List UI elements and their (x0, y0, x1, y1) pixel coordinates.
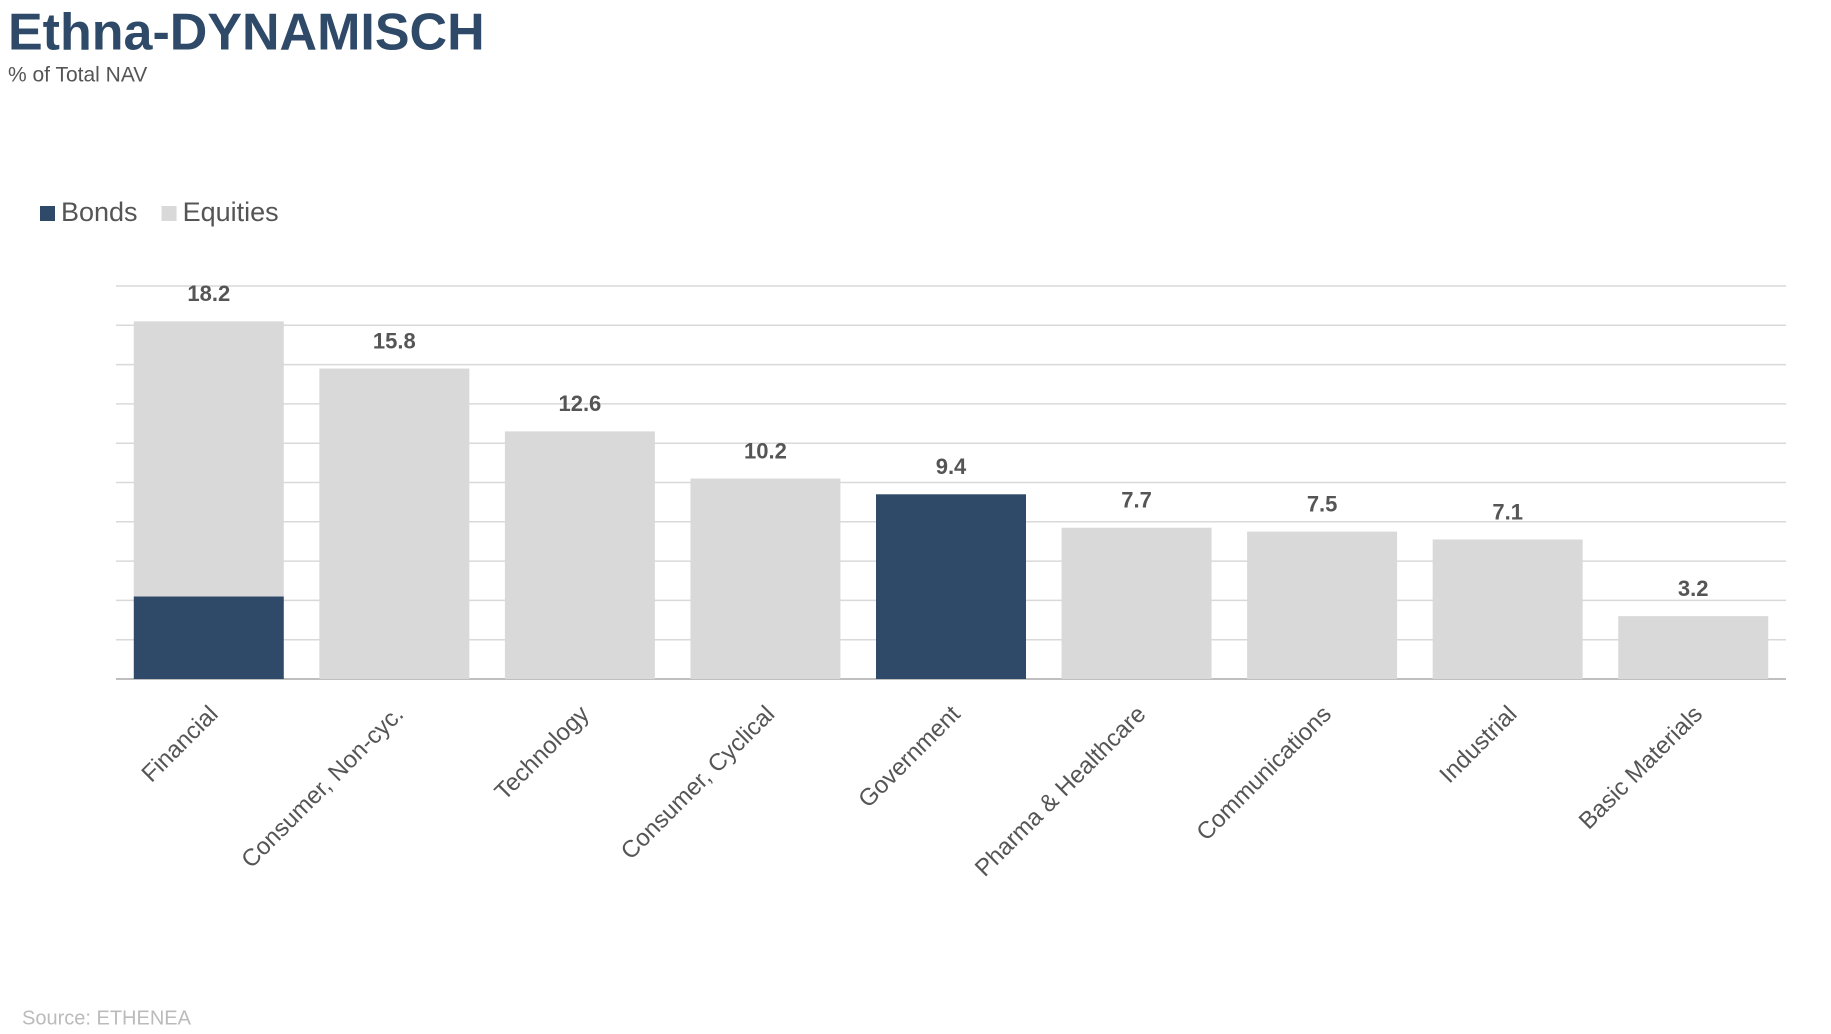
data-label: 7.1 (1492, 499, 1523, 524)
legend-swatch (40, 206, 55, 221)
x-tick-label: Government (853, 700, 966, 813)
bar-segment (504, 431, 655, 679)
bar-segment (876, 494, 1026, 679)
x-tick-label: Pharma & Healthcare (970, 701, 1151, 882)
data-label: 7.7 (1121, 488, 1152, 513)
bar-segment (319, 368, 470, 679)
x-tick-label: Financial (136, 701, 223, 788)
legend-label: Equities (183, 197, 279, 227)
x-tick-label: Consumer, Non-cyc. (236, 701, 409, 874)
bar-segment (690, 478, 841, 679)
bar-segment (1618, 616, 1769, 679)
chart-subtitle: % of Total NAV (8, 64, 147, 87)
x-tick-label: Technology (490, 701, 595, 806)
source: Source: ETHENEA (22, 1007, 192, 1029)
bar-segment (133, 596, 284, 679)
bar-segment (133, 321, 284, 597)
legend-swatch (161, 206, 177, 221)
data-label: 7.5 (1307, 491, 1338, 516)
data-label: 12.6 (558, 391, 601, 416)
legend-label: Bonds (61, 197, 138, 227)
bar-segment (1061, 527, 1212, 679)
data-label: 3.2 (1678, 576, 1709, 601)
bar-segment (1432, 539, 1583, 679)
chart-title: Ethna-DYNAMISCH (8, 4, 485, 62)
x-tick-label: Industrial (1434, 701, 1522, 789)
data-label: 18.2 (187, 281, 230, 306)
x-tick-label: Communications (1191, 701, 1336, 846)
x-tick-label: Basic Materials (1574, 701, 1708, 835)
x-tick-label: Consumer, Cyclical (616, 701, 780, 865)
data-label: 9.4 (936, 454, 967, 479)
bar-segment (1247, 531, 1398, 679)
data-label: 10.2 (744, 438, 787, 463)
data-label: 15.8 (373, 328, 416, 353)
